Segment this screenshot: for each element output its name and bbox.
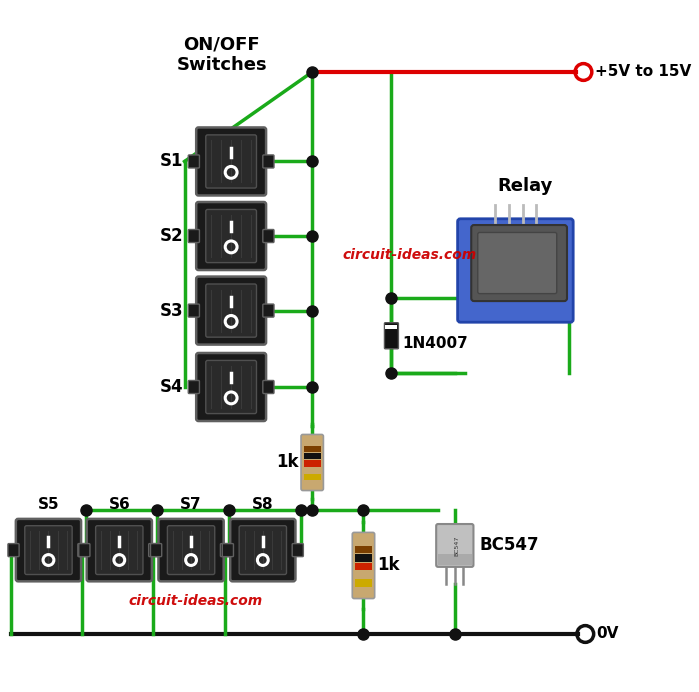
Text: circuit-ideas.com: circuit-ideas.com (129, 594, 263, 608)
FancyBboxPatch shape (220, 544, 231, 556)
Text: S7: S7 (180, 497, 202, 512)
Text: circuit-ideas.com: circuit-ideas.com (343, 248, 477, 262)
Text: 1N4007: 1N4007 (402, 336, 468, 351)
FancyBboxPatch shape (188, 230, 199, 243)
FancyBboxPatch shape (96, 526, 143, 574)
FancyBboxPatch shape (196, 277, 266, 345)
FancyBboxPatch shape (263, 381, 274, 394)
FancyBboxPatch shape (352, 532, 375, 599)
Text: BC547: BC547 (479, 536, 539, 554)
Bar (385, 325, 398, 329)
FancyBboxPatch shape (16, 519, 81, 581)
FancyBboxPatch shape (436, 524, 473, 567)
Text: ON/OFF: ON/OFF (184, 35, 260, 53)
FancyBboxPatch shape (196, 127, 266, 195)
FancyBboxPatch shape (239, 526, 287, 574)
Text: 1k: 1k (377, 556, 400, 574)
Text: 0V: 0V (596, 626, 619, 641)
Text: S2: S2 (160, 227, 184, 245)
Text: Switches: Switches (177, 55, 267, 73)
FancyBboxPatch shape (263, 304, 274, 317)
FancyBboxPatch shape (188, 155, 199, 168)
Text: S6: S6 (108, 497, 130, 512)
FancyBboxPatch shape (24, 526, 72, 574)
Bar (304, 474, 321, 480)
Bar (304, 460, 321, 466)
FancyBboxPatch shape (188, 381, 199, 394)
Text: 1k: 1k (275, 453, 298, 471)
Text: BC547: BC547 (454, 535, 459, 556)
FancyBboxPatch shape (230, 519, 296, 581)
Bar (355, 579, 372, 587)
FancyBboxPatch shape (196, 202, 266, 270)
Text: S5: S5 (38, 497, 59, 512)
FancyBboxPatch shape (150, 544, 161, 556)
Text: S1: S1 (160, 152, 184, 170)
FancyBboxPatch shape (159, 519, 224, 581)
FancyBboxPatch shape (206, 135, 257, 188)
FancyBboxPatch shape (87, 519, 152, 581)
FancyBboxPatch shape (206, 284, 257, 337)
Bar (304, 446, 321, 452)
FancyBboxPatch shape (188, 304, 199, 317)
Bar (304, 453, 321, 459)
Bar (355, 554, 372, 562)
FancyBboxPatch shape (78, 544, 89, 556)
FancyBboxPatch shape (301, 435, 324, 491)
Text: Relay: Relay (497, 177, 552, 195)
FancyBboxPatch shape (206, 361, 257, 414)
FancyBboxPatch shape (167, 526, 215, 574)
Bar (355, 563, 372, 570)
FancyBboxPatch shape (471, 225, 567, 301)
FancyBboxPatch shape (458, 219, 573, 322)
FancyBboxPatch shape (196, 353, 266, 421)
FancyBboxPatch shape (206, 210, 257, 262)
FancyBboxPatch shape (149, 544, 160, 556)
FancyBboxPatch shape (79, 544, 90, 556)
Text: +5V to 15V: +5V to 15V (595, 64, 691, 80)
FancyBboxPatch shape (222, 544, 233, 556)
FancyBboxPatch shape (263, 230, 274, 243)
Text: S8: S8 (252, 497, 273, 512)
FancyBboxPatch shape (8, 544, 19, 556)
FancyBboxPatch shape (292, 544, 303, 556)
Text: S4: S4 (160, 378, 184, 396)
FancyBboxPatch shape (477, 233, 557, 293)
Bar (355, 545, 372, 553)
FancyBboxPatch shape (263, 155, 274, 168)
Bar (438, 554, 472, 565)
FancyBboxPatch shape (384, 322, 398, 349)
Text: S3: S3 (160, 302, 184, 320)
